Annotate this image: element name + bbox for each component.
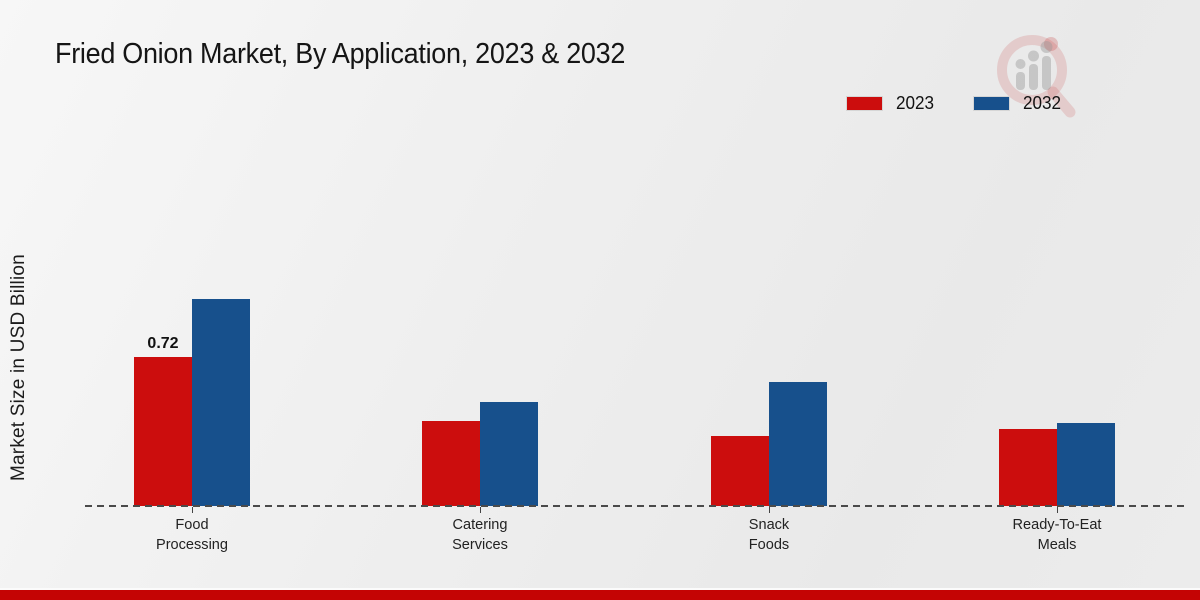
category-label-snack-foods: Snack Foods: [748, 516, 789, 554]
brand-watermark-logo: [997, 35, 1076, 118]
chart-title: Fried Onion Market, By Application, 2023…: [55, 38, 626, 70]
value-label-2023-food-processing: 0.72: [147, 335, 179, 352]
bar-2023-catering-services: [422, 421, 481, 506]
legend-label-2023: 2023: [895, 93, 934, 113]
bar-2023-ready-to-eat-meals: [998, 429, 1057, 506]
bar-2032-ready-to-eat-meals: [1056, 423, 1115, 506]
footer-accent-highlight: [0, 588, 1200, 590]
bar-2032-food-processing: [192, 299, 250, 506]
x-axis-baseline: [85, 505, 1185, 507]
magnifier-icon: [997, 35, 1076, 118]
category-label-catering-services: Catering Services: [452, 516, 509, 554]
bar-group-food-processing: 0.72: [134, 299, 250, 506]
legend-swatch-2023: [845, 96, 883, 111]
category-label-food-processing: Food Processing: [156, 516, 228, 554]
footer-accent-bar: [0, 590, 1200, 600]
bar-group-ready-to-eat-meals: [998, 423, 1115, 506]
bar-2023-food-processing: 0.72: [134, 335, 192, 506]
legend-item-2032: 2032: [972, 93, 1062, 114]
category-label-ready-to-eat-meals: Ready-To-Eat Meals: [1012, 516, 1102, 554]
x-axis-tick-snack-foods: [768, 507, 770, 513]
legend-swatch-2032: [972, 96, 1010, 111]
bar-2023-snack-foods: [710, 436, 769, 506]
x-axis-tick-catering-services: [480, 507, 482, 513]
x-axis-tick-ready-to-eat-meals: [1056, 507, 1058, 513]
legend: 2023 2032: [845, 93, 1062, 114]
bar-2032-catering-services: [480, 402, 539, 506]
bar-group-catering-services: [422, 402, 539, 506]
legend-label-2032: 2032: [1022, 93, 1061, 113]
legend-item-2023: 2023: [845, 93, 935, 114]
bar-group-snack-foods: [710, 382, 827, 506]
x-axis-tick-food-processing: [192, 507, 193, 513]
bar-2032-snack-foods: [768, 382, 827, 506]
bar-growth-icon: [1015, 41, 1053, 90]
